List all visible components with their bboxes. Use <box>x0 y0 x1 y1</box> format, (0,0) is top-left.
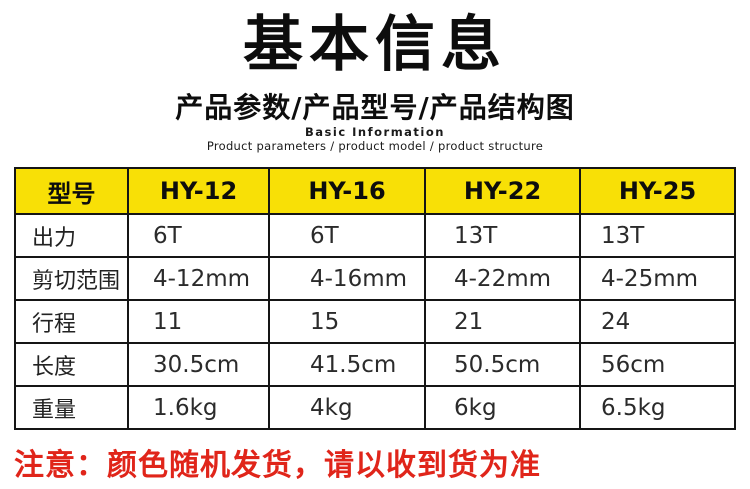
cell-cut-range-hy25: 4-25mm <box>579 256 736 301</box>
column-header-hy16: HY-16 <box>268 167 426 215</box>
column-header-hy22: HY-22 <box>424 167 581 215</box>
cell-stroke-hy25: 24 <box>579 299 736 344</box>
cell-cut-range-hy16: 4-16mm <box>268 256 426 301</box>
cell-output-hy16: 6T <box>268 213 426 258</box>
row-label-output: 出力 <box>14 213 129 258</box>
cell-weight-hy16: 4kg <box>268 385 426 430</box>
table-row-length: 长度 30.5cm 41.5cm 50.5cm 56cm <box>14 342 736 387</box>
table-row-stroke: 行程 11 15 21 24 <box>14 299 736 344</box>
cell-output-hy12: 6T <box>127 213 270 258</box>
cell-length-hy22: 50.5cm <box>424 342 581 387</box>
row-label-length: 长度 <box>14 342 129 387</box>
table-row-output: 出力 6T 6T 13T 13T <box>14 213 736 258</box>
cell-cut-range-hy12: 4-12mm <box>127 256 270 301</box>
column-header-hy12: HY-12 <box>127 167 270 215</box>
cell-output-hy25: 13T <box>579 213 736 258</box>
table-row-cut-range: 剪切范围 4-12mm 4-16mm 4-22mm 4-25mm <box>14 256 736 301</box>
row-label-stroke: 行程 <box>14 299 129 344</box>
notice-text: 注意：颜色随机发货，请以收到货为准 <box>14 448 541 483</box>
column-header-hy25: HY-25 <box>579 167 736 215</box>
subtitle-english-line2: Product parameters / product model / pro… <box>206 139 544 153</box>
row-label-cut-range: 剪切范围 <box>14 256 129 301</box>
page-title: 基本信息 <box>243 10 507 80</box>
cell-length-hy25: 56cm <box>579 342 736 387</box>
subtitle-english-line1: Basic Information <box>305 125 445 139</box>
cell-length-hy12: 30.5cm <box>127 342 270 387</box>
cell-stroke-hy12: 11 <box>127 299 270 344</box>
cell-stroke-hy22: 21 <box>424 299 581 344</box>
table-row-weight: 重量 1.6kg 4kg 6kg 6.5kg <box>14 385 736 430</box>
table-header-row: 型号 HY-12 HY-16 HY-22 HY-25 <box>14 167 736 215</box>
cell-output-hy22: 13T <box>424 213 581 258</box>
cell-weight-hy22: 6kg <box>424 385 581 430</box>
cell-stroke-hy16: 15 <box>268 299 426 344</box>
column-header-model: 型号 <box>14 167 129 215</box>
row-label-weight: 重量 <box>14 385 129 430</box>
spec-table: 型号 HY-12 HY-16 HY-22 HY-25 出力 6T 6T 13T … <box>14 167 736 430</box>
cell-length-hy16: 41.5cm <box>268 342 426 387</box>
cell-weight-hy12: 1.6kg <box>127 385 270 430</box>
cell-weight-hy25: 6.5kg <box>579 385 736 430</box>
page-subtitle: 产品参数/产品型号/产品结构图 <box>175 91 575 124</box>
cell-cut-range-hy22: 4-22mm <box>424 256 581 301</box>
